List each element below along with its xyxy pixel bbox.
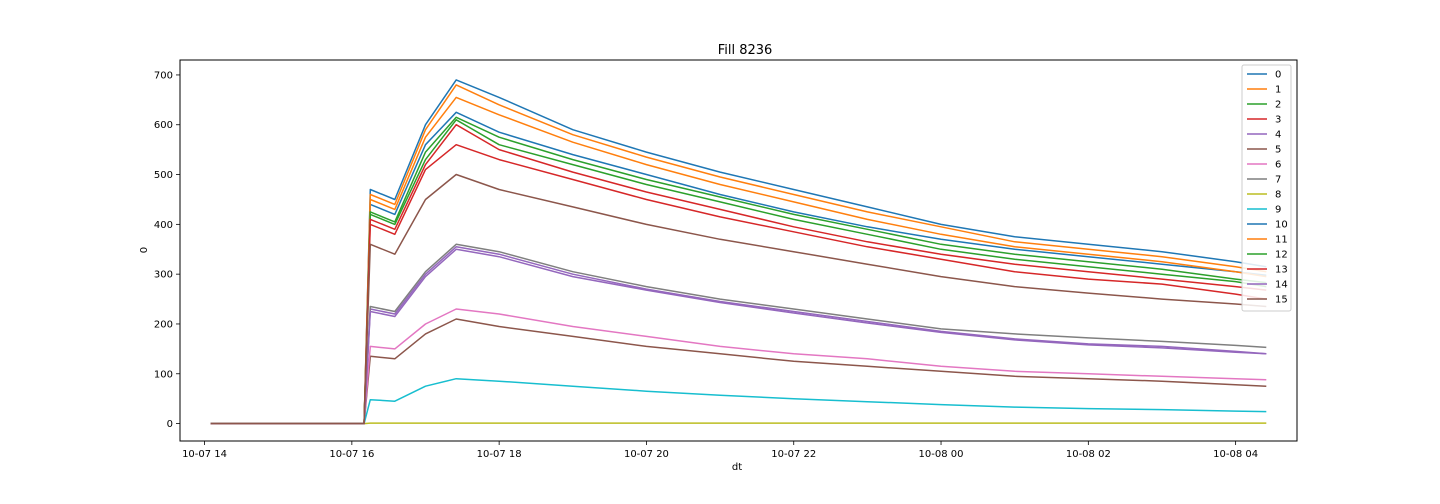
x-tick-label: 10-08 04 [1213,449,1258,460]
series-line-11 [210,96,1267,425]
series-line-2 [210,119,1267,425]
legend-label: 8 [1275,190,1281,201]
series-line-0 [210,79,1267,425]
series-line-6 [210,308,1267,425]
axes-frame [179,59,1298,442]
series-line-3 [210,143,1267,425]
legend-label: 4 [1275,130,1281,141]
legend-label: 1 [1275,85,1281,96]
legend-label: 12 [1275,250,1288,261]
y-tick-label: 100 [154,369,173,380]
legend-label: 7 [1275,175,1281,186]
y-axis-label: 0 [139,247,150,253]
legend-label: 2 [1275,100,1281,111]
series-line-14 [210,248,1267,425]
series-line-5 [210,318,1267,425]
x-tick-label: 10-07 22 [771,449,816,460]
plot-area [210,79,1267,425]
series-line-7 [210,243,1267,425]
x-tick-label: 10-07 20 [624,449,669,460]
legend-label: 15 [1275,295,1288,306]
legend-label: 11 [1275,235,1288,246]
series-line-8 [210,422,1267,425]
y-axis-ticks: 0 100 200 300 400 500 600 700 [154,70,180,430]
chart-title: Fill 8236 [718,43,773,58]
series-line-1 [210,84,1267,425]
x-axis-label: dt [732,462,742,473]
y-tick-label: 0 [167,419,173,430]
y-tick-label: 700 [154,70,173,81]
series-line-4 [210,246,1267,425]
legend-label: 10 [1275,220,1288,231]
x-tick-label: 10-08 00 [919,449,964,460]
legend-label: 6 [1275,160,1281,171]
y-tick-label: 200 [154,319,173,330]
y-tick-label: 500 [154,170,173,181]
series-line-10 [210,111,1267,425]
x-tick-label: 10-07 16 [329,449,374,460]
legend-label: 3 [1275,115,1281,126]
series-line-15 [210,173,1267,425]
x-tick-label: 10-08 02 [1066,449,1111,460]
x-tick-label: 10-07 14 [182,449,227,460]
x-tick-label: 10-07 18 [477,449,522,460]
y-tick-label: 600 [154,120,173,131]
legend-label: 13 [1275,265,1288,276]
legend-box [1241,64,1292,312]
series-line-13 [210,123,1267,425]
legend-label: 14 [1275,280,1288,291]
y-tick-label: 300 [154,270,173,281]
series-line-9 [210,377,1267,425]
y-tick-label: 400 [154,220,173,231]
legend-label: 5 [1275,145,1281,156]
x-axis-ticks: 10-07 14 10-07 16 10-07 18 10-07 20 10-07 22… [182,441,1258,460]
legend-label: 0 [1275,70,1281,81]
legend-label: 9 [1275,205,1281,216]
series-line-12 [210,116,1267,425]
